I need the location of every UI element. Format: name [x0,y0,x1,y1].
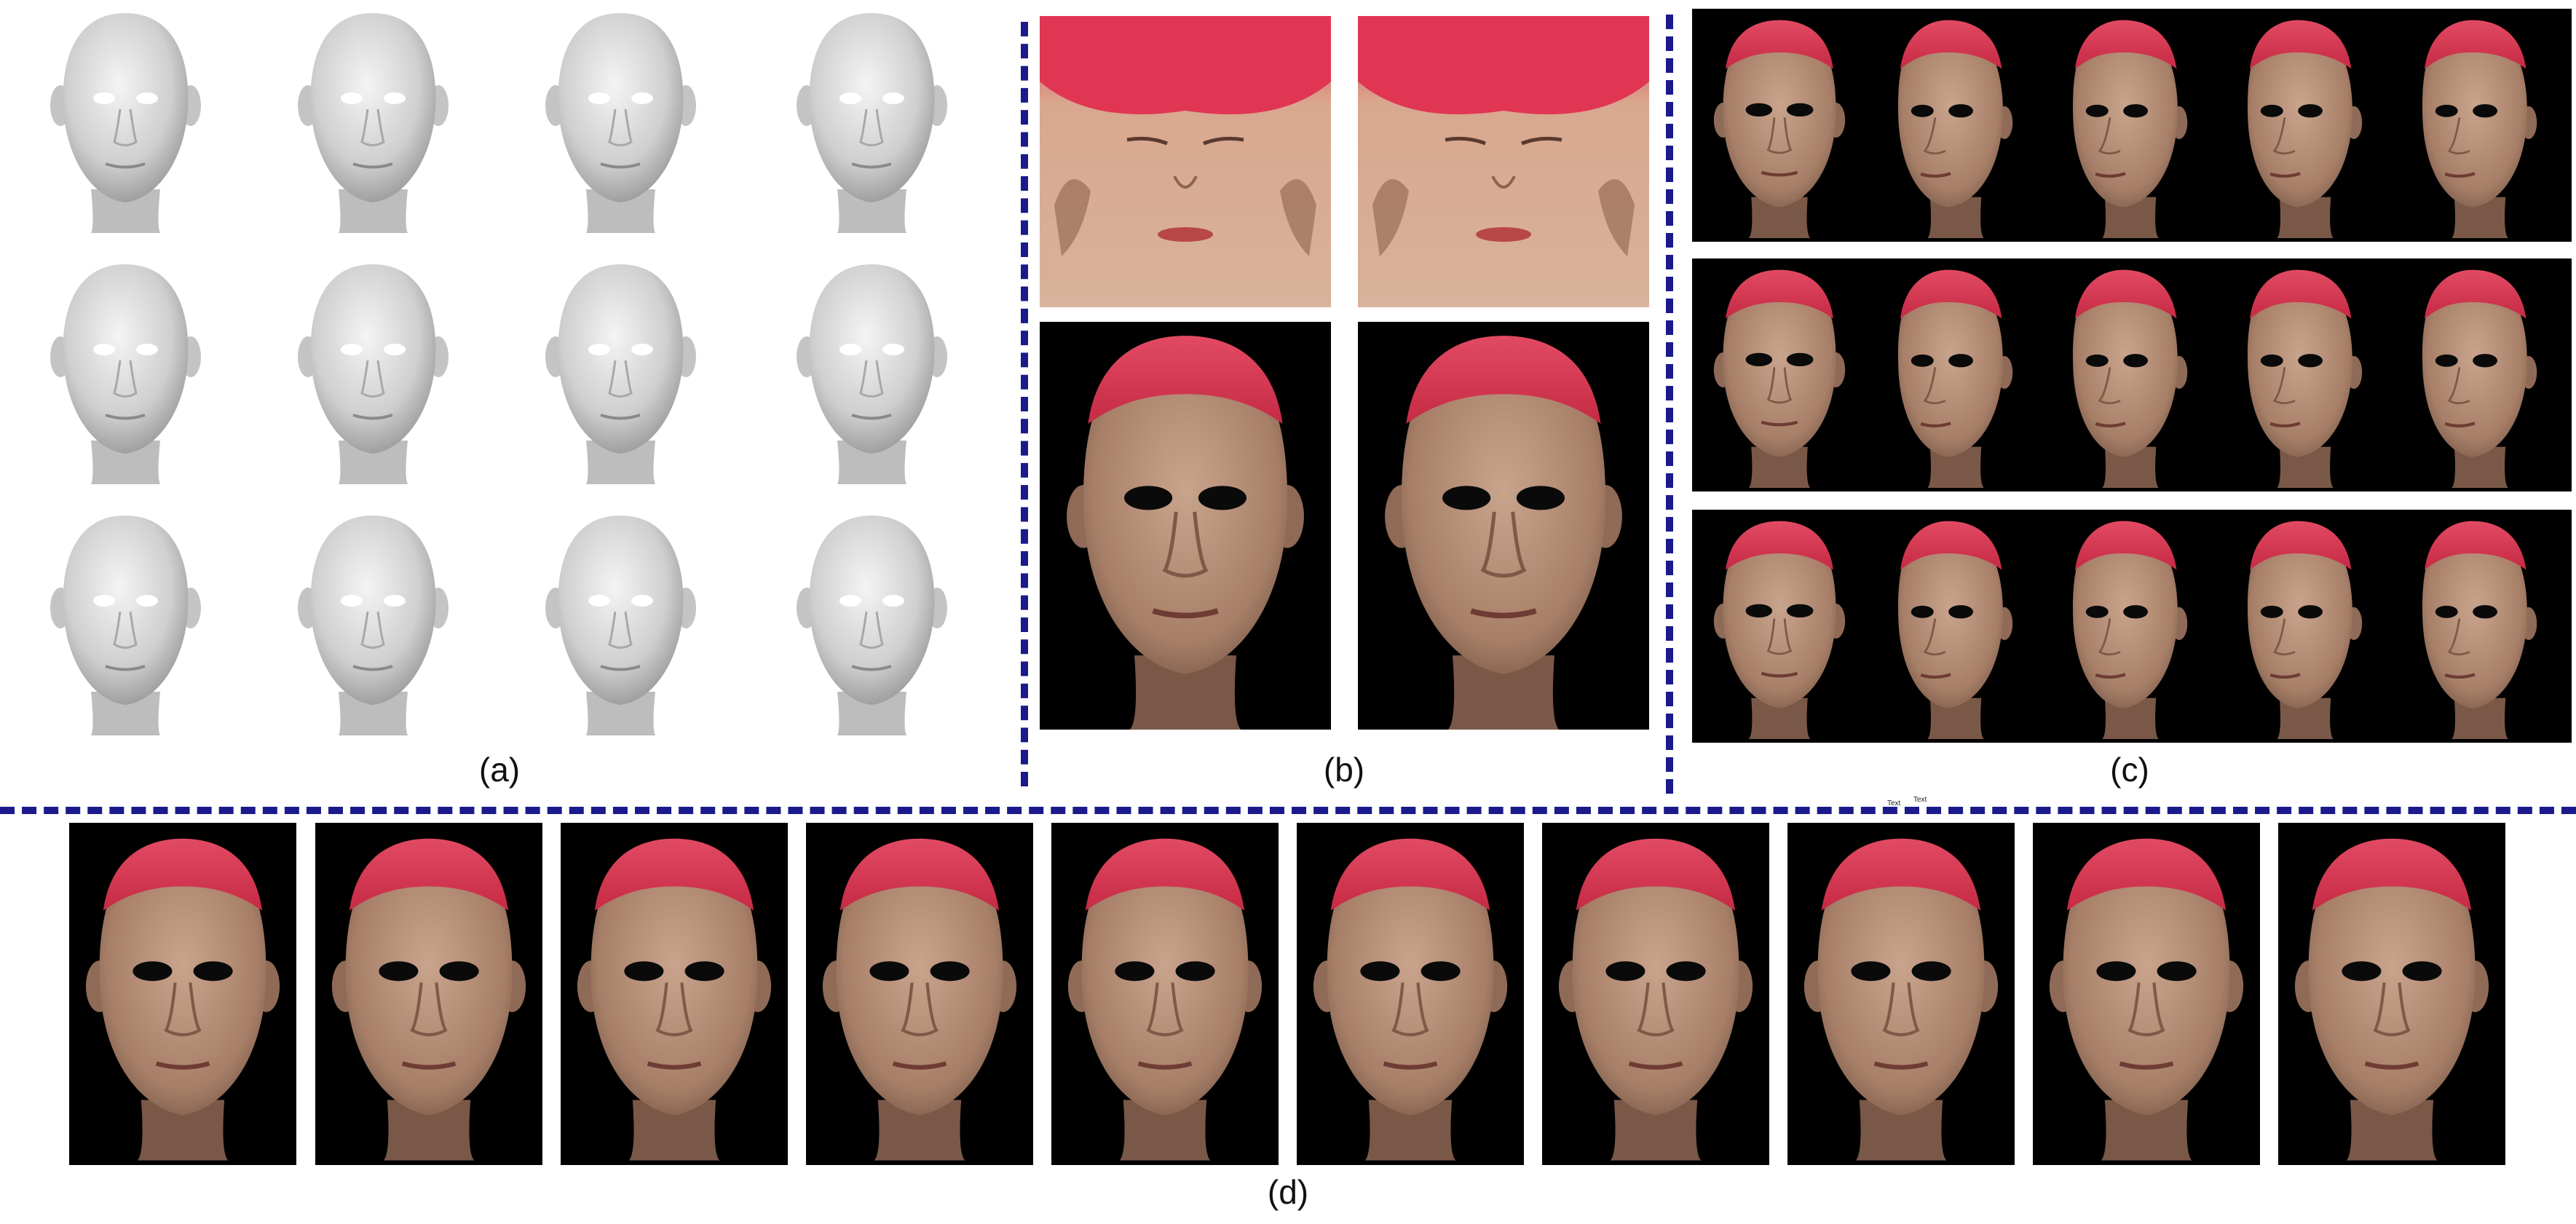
expression-frame [561,823,788,1165]
mesh-head [542,7,699,233]
mesh-head [295,7,451,233]
stray-label: Text [1887,799,1901,808]
expression-frame [1297,823,1524,1165]
expression-frame [806,823,1033,1165]
mesh-head [47,510,204,735]
separator-horizontal [0,807,2576,814]
separator-ab [1021,22,1028,786]
mesh-head [47,258,204,484]
expression-frame [1051,823,1279,1165]
stray-label: Text [1913,796,1927,804]
caption-d: (d) [1267,1173,1309,1211]
mesh-head [794,7,950,233]
uv-texture-map [1040,16,1331,307]
mesh-head [794,258,950,484]
textured-render [1040,322,1331,730]
caption-a: (a) [478,751,521,789]
mesh-head [47,7,204,233]
mesh-head [295,258,451,484]
mesh-head [542,510,699,735]
expression-frame [315,823,542,1165]
rotation-strip [1692,9,2572,242]
mesh-head [542,258,699,484]
mesh-head [295,510,451,735]
expression-frame [1787,823,2015,1165]
rotation-strip [1692,258,2572,491]
rotation-strip [1692,510,2572,743]
caption-b: (b) [1323,751,1365,789]
expression-frame [2278,823,2505,1165]
caption-c: (c) [2110,751,2149,789]
uv-texture-map [1358,16,1649,307]
separator-bc [1666,15,1673,794]
expression-frame [69,823,296,1165]
mesh-head [794,510,950,735]
expression-frame [1542,823,1769,1165]
textured-render [1358,322,1649,730]
expression-frame [2033,823,2260,1165]
